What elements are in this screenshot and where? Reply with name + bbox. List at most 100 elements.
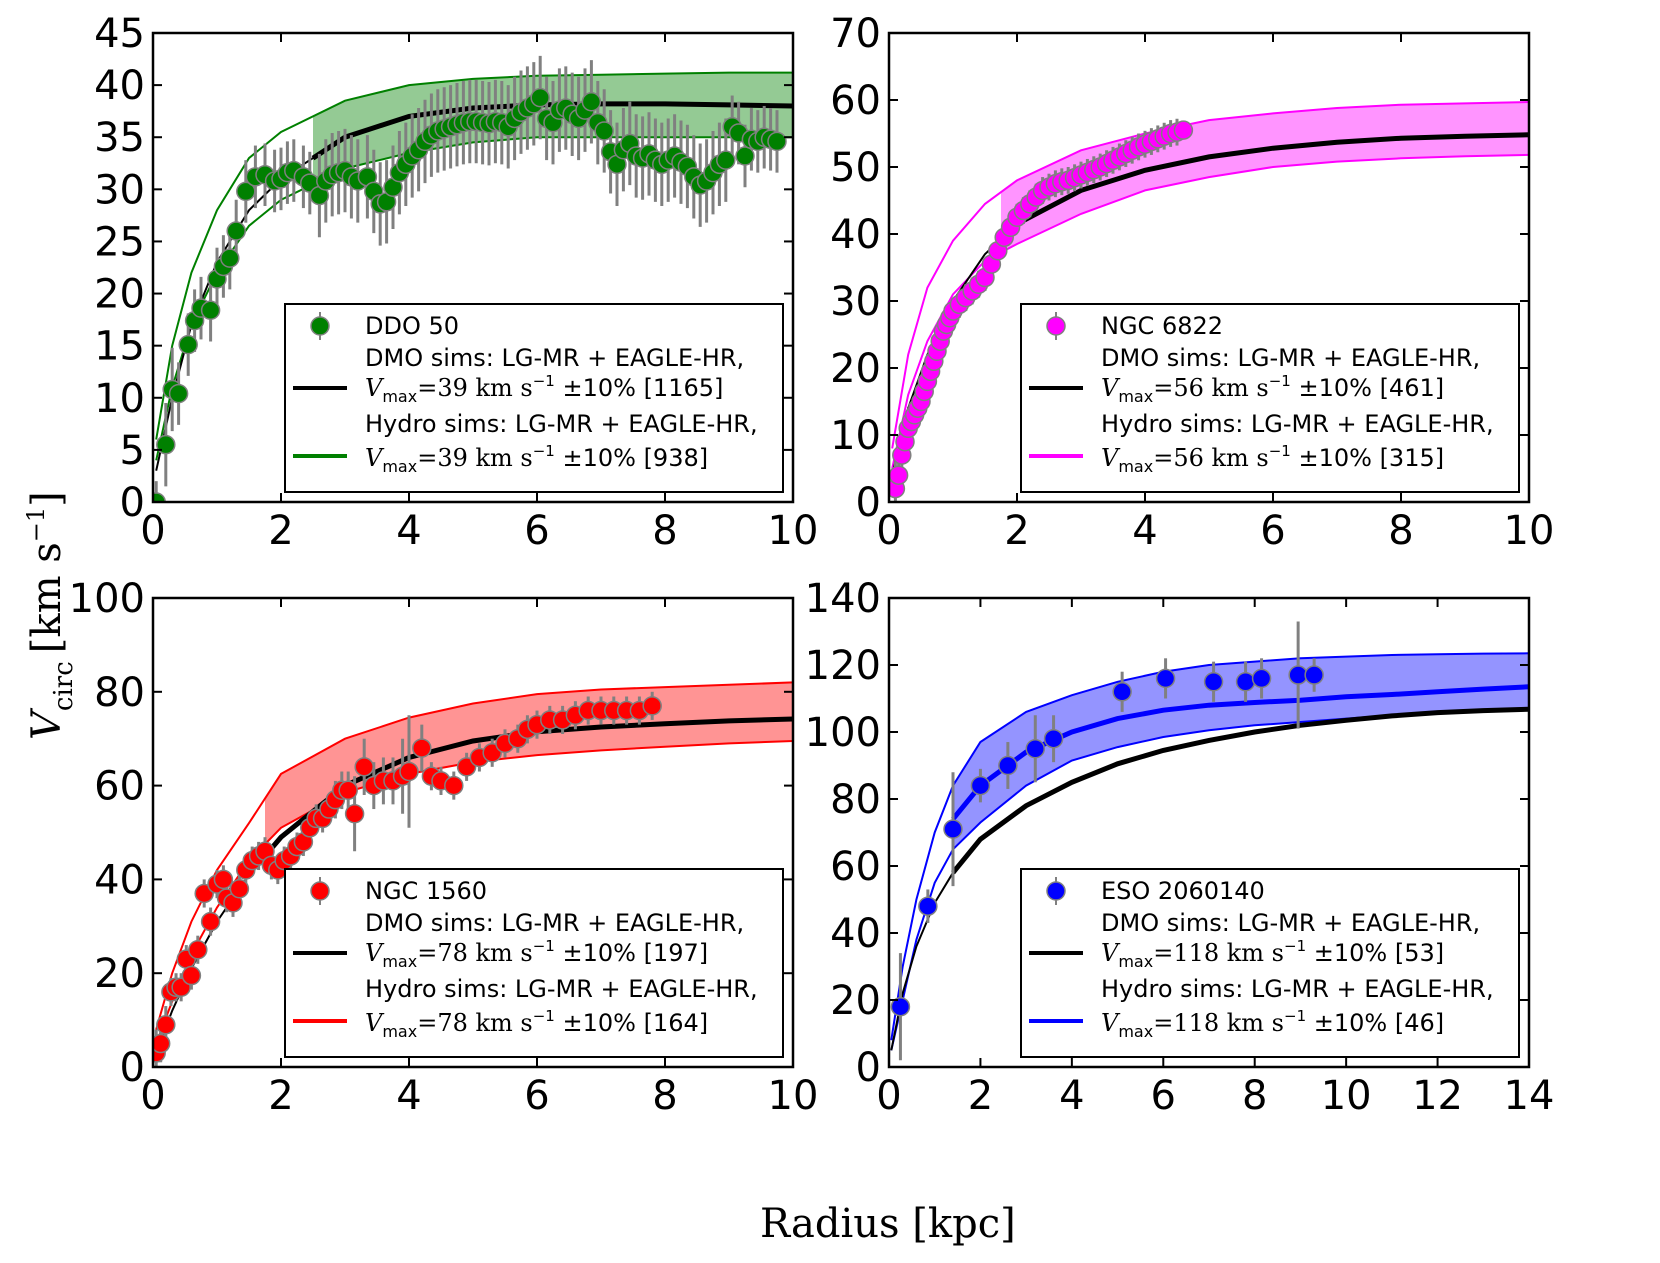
y-tick-label: 0 [856, 480, 881, 526]
data-points [153, 55, 787, 502]
y-tick-label: 10 [94, 376, 145, 422]
x-tick-label: 10 [1321, 1073, 1372, 1119]
x-tick-label: 2 [268, 508, 293, 554]
y-tick-label: 15 [94, 324, 145, 370]
plot-area [890, 621, 1529, 1061]
data-point [889, 465, 909, 485]
data-point [1155, 668, 1176, 689]
x-tick-label: 12 [1412, 1073, 1463, 1119]
y-tick-label: 60 [830, 78, 881, 124]
y-tick-label: 30 [94, 167, 145, 213]
y-tick-label: 5 [120, 428, 145, 474]
legend-marker [310, 881, 330, 901]
data-point [220, 248, 240, 268]
data-point [200, 911, 221, 932]
hydro-upper-line [155, 681, 793, 1030]
x-tick-label: 14 [1504, 1073, 1555, 1119]
axes-frame [887, 31, 1531, 504]
legend-hydro-vmax: Vmax=39 km s−1 ±10% [938] [365, 442, 708, 476]
legend-dmo-vmax: Vmax=56 km s−1 ±10% [461] [1101, 372, 1444, 406]
x-tick-label: 0 [140, 508, 165, 554]
data-point [188, 940, 208, 960]
y-tick-label: 10 [830, 413, 881, 459]
y-tick-label: 20 [94, 951, 145, 997]
data-point [1235, 672, 1256, 692]
data-point [213, 869, 234, 890]
data-point [354, 757, 374, 777]
x-tick-label: 8 [652, 1073, 677, 1119]
legend-dmo-label: DMO sims: LG-MR + EAGLE-HR, [1101, 344, 1480, 372]
legend-box [284, 303, 784, 493]
data-point [1304, 665, 1324, 685]
legend-marker [1046, 316, 1066, 336]
legend-hydro-label: Hydro sims: LG-MR + EAGLE-HR, [1101, 410, 1494, 438]
data-point [178, 334, 198, 355]
data-point [168, 383, 189, 404]
legend-hydro-vmax: Vmax=78 km s−1 ±10% [164] [365, 1007, 708, 1041]
data-point [338, 780, 358, 801]
legend-hydro-vmax: Vmax=118 km s−1 ±10% [46] [1101, 1007, 1444, 1041]
data-point [1025, 739, 1046, 759]
data-point [735, 146, 755, 166]
axes-frame [151, 596, 795, 1069]
x-tick-label: 4 [396, 508, 421, 554]
y-tick-label: 70 [830, 11, 881, 57]
legend-box [1020, 303, 1520, 493]
x-tick-label: 8 [652, 508, 677, 554]
x-tick-label: 10 [768, 1073, 819, 1119]
y-tick-label: 40 [94, 857, 145, 903]
y-tick-label: 20 [94, 272, 145, 318]
hydro-upper-line [891, 101, 1529, 449]
panel-2: 0 2 4 6 8 10 0 10 20 30 40 50 60 70 NGC 6822 DMO sims: … [830, 11, 1554, 554]
y-axis-label-symbol: V [24, 707, 70, 740]
data-point [412, 738, 432, 758]
x-tick-label: 4 [396, 1073, 421, 1119]
y-tick-label: 45 [94, 11, 145, 57]
data-point [156, 434, 176, 455]
data-point [344, 803, 365, 824]
data-point [1173, 120, 1194, 140]
x-tick-label: 2 [268, 1073, 293, 1119]
legend-hydro-label: Hydro sims: LG-MR + EAGLE-HR, [1101, 975, 1494, 1003]
legend-galaxy-name: ESO 2060140 [1101, 877, 1265, 905]
x-tick-label: 6 [1260, 508, 1285, 554]
y-tick-label: 0 [856, 1045, 881, 1091]
x-tick-label: 0 [140, 1073, 165, 1119]
legend-box [284, 868, 784, 1058]
y-tick-label: 140 [805, 576, 881, 622]
data-point [943, 819, 963, 839]
y-tick-label: 60 [94, 764, 145, 810]
dmo-curve-thick [999, 132, 1529, 241]
y-tick-label: 35 [94, 115, 145, 161]
data-point [229, 879, 250, 899]
y-tick-label: 60 [830, 844, 881, 890]
y-tick-label: 30 [830, 279, 881, 325]
y-tick-label: 40 [830, 212, 881, 258]
legend-dmo-label: DMO sims: LG-MR + EAGLE-HR, [365, 909, 744, 937]
data-point [236, 181, 256, 202]
legend-box [1020, 868, 1520, 1058]
x-tick-label: 4 [1132, 508, 1157, 554]
y-tick-label: 50 [830, 145, 881, 191]
data-point [153, 1033, 171, 1054]
data-point [181, 965, 202, 986]
y-axis-label-subscript: circ [49, 661, 79, 711]
data-points [890, 621, 1324, 1061]
y-tick-label: 40 [830, 911, 881, 957]
legend-hydro-vmax: Vmax=56 km s−1 ±10% [315] [1101, 442, 1444, 476]
legend-dmo-vmax: Vmax=39 km s−1 ±10% [1165] [365, 372, 723, 406]
x-tick-label: 6 [524, 508, 549, 554]
plot-area [153, 681, 793, 1067]
y-axis-label-exponent: −1 [22, 507, 50, 542]
hydro-band [953, 653, 1529, 850]
data-point [1251, 668, 1272, 689]
x-tick-label: 8 [1388, 508, 1413, 554]
y-axis-label-close: ] [24, 491, 70, 507]
